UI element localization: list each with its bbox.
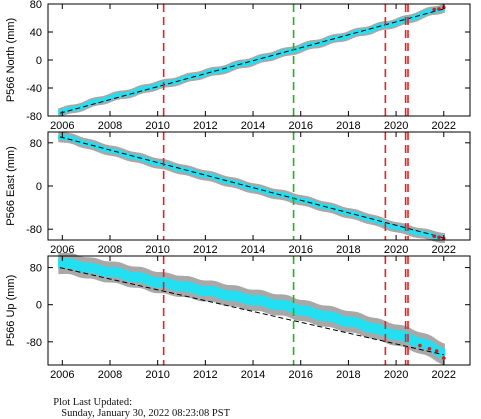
plot-updated-label: Plot Last Updated: (53, 397, 132, 408)
y-tick-label: 80 (30, 138, 42, 150)
y-tick-label: 80 (30, 0, 42, 11)
trend-line-up (59, 267, 444, 356)
recent-point (441, 356, 446, 360)
x-tick-label: 2020 (384, 244, 408, 256)
x-tick-label: 2022 (432, 369, 456, 381)
gps-timeseries-figure: -80 -40 0 40 80 2006 2008 2010 2012 2014 2016 2018 2… (5, 0, 471, 381)
y-tick-label: -80 (26, 111, 42, 123)
x-tick-label: 2018 (336, 369, 360, 381)
x-tick-label: 2008 (98, 120, 122, 132)
trend-line-east (59, 136, 444, 239)
recent-point (432, 234, 437, 239)
x-tick-label: 2006 (50, 369, 74, 381)
y-tick-label: 0 (36, 181, 42, 193)
x-tick-label: 2022 (432, 120, 456, 132)
y-tick-label: 40 (30, 27, 42, 39)
x-tick-label: 2018 (336, 244, 360, 256)
x-tick-label: 2012 (193, 244, 217, 256)
x-tick-label: 2014 (241, 369, 265, 381)
x-tick-label: 2020 (384, 120, 408, 132)
y-tick-label: 0 (36, 300, 42, 312)
recent-point (437, 235, 441, 240)
panel-north: -80 -40 0 40 80 2006 2008 2010 2012 2014 2016 2018 2… (5, 0, 471, 132)
x-tick-label: 2022 (432, 244, 456, 256)
x-tick-label: 2006 (50, 120, 74, 132)
y-tick-label: 80 (30, 263, 42, 275)
data-points-up (58, 258, 446, 359)
recent-point (437, 7, 441, 11)
x-tick-label: 2016 (288, 120, 312, 132)
x-tick-label: 2008 (98, 369, 122, 381)
x-tick-label: 2010 (145, 244, 169, 256)
panel-up: -80 0 80 2006 2008 2010 2012 2014 2016 2018 2020 20… (5, 252, 471, 381)
y-axis-label-east: P566 East (mm) (5, 146, 17, 225)
plot-updated-timestamp: Sunday, January 30, 2022 08:23:08 PST (61, 408, 231, 419)
y-tick-label: 0 (36, 55, 42, 67)
recent-point (432, 7, 437, 12)
x-tick-label: 2018 (336, 120, 360, 132)
y-axis-label-north: P566 North (mm) (5, 18, 17, 102)
data-points-east (58, 134, 446, 241)
trend-line-north (59, 8, 444, 114)
x-tick-label: 2010 (145, 369, 169, 381)
y-tick-label: -80 (26, 224, 42, 236)
data-point (441, 348, 446, 359)
x-tick-label: 2012 (193, 369, 217, 381)
x-tick-label: 2016 (288, 244, 312, 256)
plot-updated-footer: Plot Last Updated: Sunday, January 30, 2… (48, 386, 468, 419)
recent-point (418, 343, 422, 348)
x-tick-label: 2020 (384, 369, 408, 381)
x-tick-label: 2008 (98, 244, 122, 256)
x-tick-label: 2014 (241, 244, 265, 256)
y-tick-label: -40 (26, 83, 42, 95)
y-axis-label-up: P566 Up (mm) (5, 275, 17, 347)
plot-frame-up (47, 255, 471, 366)
recent-point (434, 349, 439, 353)
recent-point (427, 346, 432, 351)
x-tick-label: 2016 (288, 369, 312, 381)
x-tick-label: 2014 (241, 120, 265, 132)
x-tick-label: 2012 (193, 120, 217, 132)
y-tick-label: -80 (26, 337, 42, 349)
x-tick-label: 2010 (145, 120, 169, 132)
